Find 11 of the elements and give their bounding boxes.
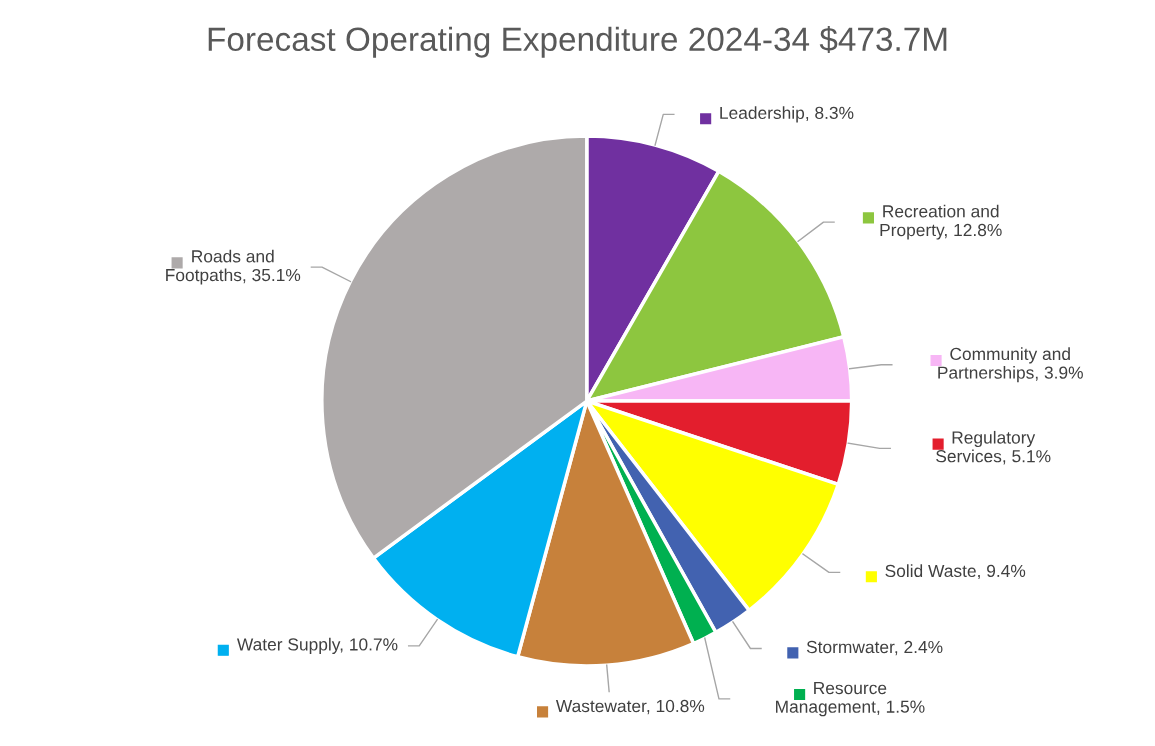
legend-label: Water Supply, 10.7%: [236, 637, 398, 654]
legend-label: Solid Waste, 9.4%: [885, 564, 1026, 580]
legend-label: Wastewater, 10.8%: [555, 699, 705, 715]
legend-label: Stormwater, 2.4%: [806, 640, 943, 656]
legend-label: Roads and Footpaths, 35.1%: [166, 249, 301, 285]
legend-label: Regulatory Services, 5.1%: [936, 430, 1051, 465]
legend-label: Leadership, 8.3%: [720, 106, 854, 123]
legend-label: Community and Partnerships, 3.9%: [938, 347, 1083, 383]
legend-label: Resource Management, 1.5%: [776, 682, 925, 717]
legend-label: Recreation and Property, 12.8%: [880, 204, 1002, 240]
chart-title: Forecast Operating Expenditure 2024-34 $473.7M: [208, 26, 947, 58]
